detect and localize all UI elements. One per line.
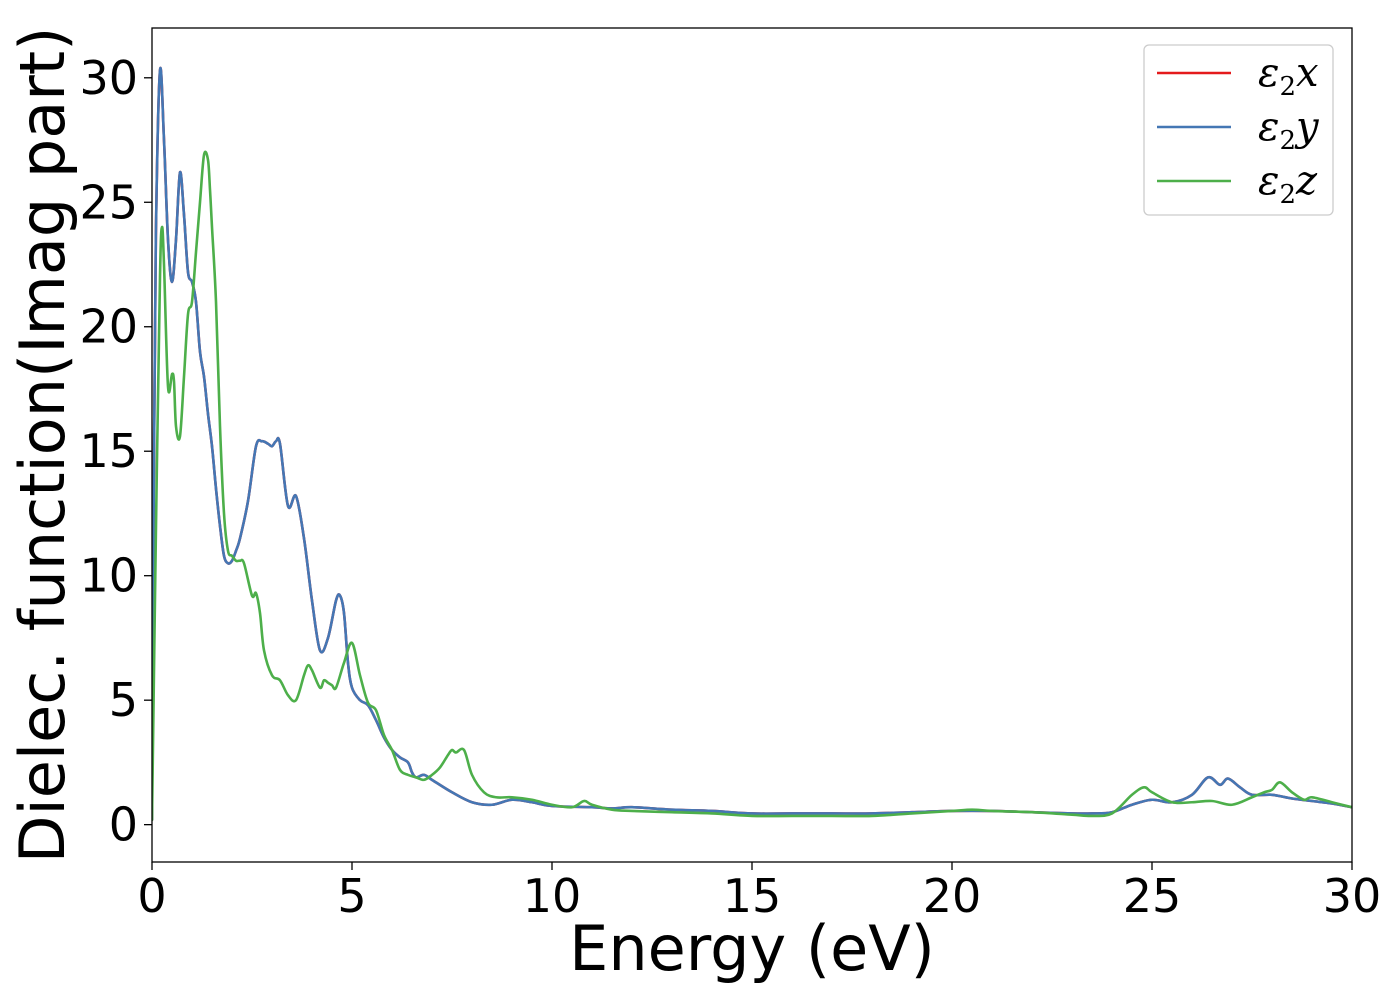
y-axis-title: Dielec. function(Imag part) — [6, 27, 79, 864]
y-tick-label: 10 — [79, 549, 138, 603]
x-tick-label: 30 — [1323, 869, 1382, 923]
x-tick-label: 15 — [723, 869, 782, 923]
series-lines — [152, 66, 1352, 821]
series-line-e2z — [152, 150, 1352, 821]
y-tick-label: 30 — [79, 51, 138, 105]
legend-label: ε2y — [1258, 104, 1320, 156]
legend-entry-e2x: ε2x — [1157, 50, 1319, 102]
legend-entry-e2y: ε2y — [1157, 104, 1320, 156]
plot-area — [151, 27, 1353, 863]
x-axis-ticks: 0 5 10 15 20 25 30 — [137, 862, 1381, 923]
legend-label: ε2x — [1258, 50, 1319, 102]
x-tick-label: 5 — [337, 869, 366, 923]
x-tick-label: 0 — [137, 869, 166, 923]
y-axis-ticks: 0 5 10 15 20 25 30 — [79, 51, 152, 852]
legend-box — [1143, 44, 1334, 216]
legend-label: ε2z — [1258, 158, 1318, 210]
y-tick-label: 25 — [79, 175, 138, 229]
x-tick-label: 10 — [523, 869, 582, 923]
y-tick-label: 15 — [79, 424, 138, 478]
series-line-e2y — [152, 66, 1352, 821]
x-tick-label: 25 — [1123, 869, 1182, 923]
x-tick-label: 20 — [923, 869, 982, 923]
y-tick-label: 0 — [109, 798, 138, 852]
legend-entry-e2z: ε2z — [1157, 158, 1318, 210]
y-tick-label: 20 — [79, 300, 138, 354]
x-axis-title: Energy (eV) — [569, 912, 935, 985]
y-tick-label: 5 — [109, 673, 138, 727]
